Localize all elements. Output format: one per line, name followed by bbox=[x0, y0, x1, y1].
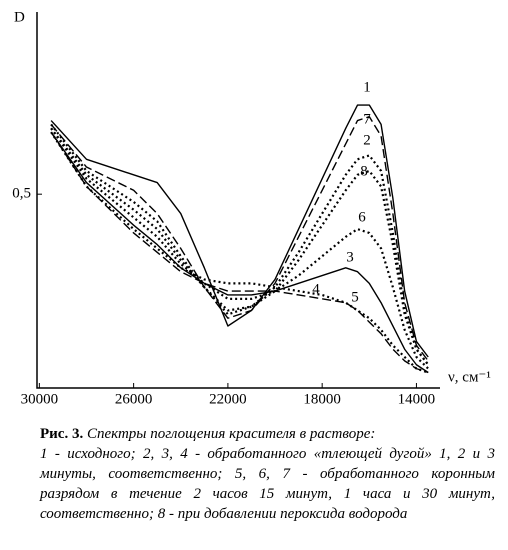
caption-label: Рис. 3. bbox=[40, 426, 84, 442]
curve-label: 4 bbox=[312, 281, 320, 297]
spectrum-line bbox=[50, 131, 429, 374]
curve-label: 3 bbox=[346, 249, 354, 265]
caption: Рис. 3. Спектры поглощения красителя в р… bbox=[40, 424, 495, 524]
chart: D ν, см⁻¹ 30000 26000 22000 18000 14000 0,5 1 7… bbox=[12, 9, 491, 407]
spectrum-line bbox=[50, 115, 429, 362]
spectrum-line bbox=[50, 131, 429, 374]
x-tick-label: 22000 bbox=[209, 391, 247, 407]
x-tick-label: 26000 bbox=[115, 391, 153, 407]
spectrum-line bbox=[50, 104, 429, 358]
curve-label: 6 bbox=[358, 209, 366, 225]
spectrum-line bbox=[50, 131, 429, 374]
spectrum-line bbox=[50, 123, 430, 366]
caption-text: 1 - исходного; 2, 3, 4 - обработанного «… bbox=[40, 446, 495, 522]
x-tick-label: 14000 bbox=[398, 391, 436, 407]
spectrum-line bbox=[50, 127, 429, 370]
curve-label: 5 bbox=[351, 289, 359, 305]
curve-label: 7 bbox=[363, 111, 371, 127]
caption-title: Спектры поглощения красителя в растворе: bbox=[86, 426, 376, 442]
x-axis-label: ν, см⁻¹ bbox=[448, 369, 491, 385]
y-tick-label: 0,5 bbox=[12, 186, 31, 202]
curve-label: 1 bbox=[363, 79, 371, 95]
x-tick-label: 18000 bbox=[303, 391, 341, 407]
curve-label: 2 bbox=[363, 132, 371, 148]
spectrum-line bbox=[50, 127, 430, 366]
x-tick-label: 30000 bbox=[21, 391, 59, 407]
curve-label: 8 bbox=[360, 163, 368, 179]
y-axis-label: D bbox=[14, 9, 25, 25]
axes bbox=[36, 12, 440, 389]
